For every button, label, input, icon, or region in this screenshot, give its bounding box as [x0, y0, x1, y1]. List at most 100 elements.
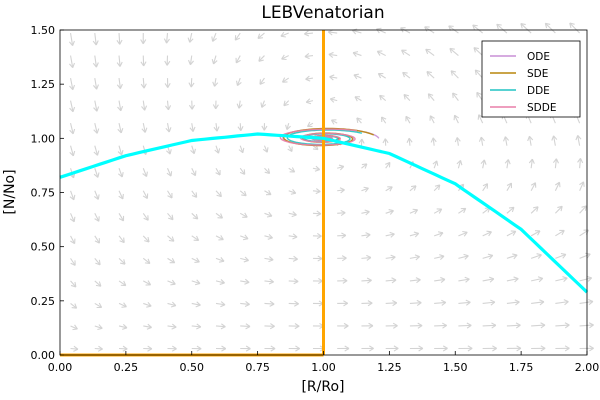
vector-arrow	[142, 190, 149, 199]
vector-arrow	[215, 190, 222, 198]
vector-arrow	[385, 231, 395, 238]
vector-arrow	[531, 276, 544, 283]
vector-arrow	[264, 300, 275, 307]
vector-arrow	[92, 78, 99, 90]
x-tick-label: 1.50	[443, 361, 468, 374]
vector-arrow	[361, 300, 373, 307]
vector-arrow	[425, 48, 435, 57]
vector-arrow	[191, 212, 199, 220]
vector-arrow	[427, 93, 435, 101]
vector-arrow	[214, 145, 221, 154]
vector-arrow	[531, 322, 546, 329]
vector-arrow	[264, 323, 275, 330]
vector-arrow	[409, 231, 420, 238]
vector-arrow	[480, 159, 487, 169]
vector-arrow	[402, 71, 411, 79]
vector-arrow	[530, 206, 539, 214]
vector-arrow	[188, 100, 196, 110]
vector-arrow	[506, 299, 520, 306]
vector-arrow	[579, 299, 594, 306]
y-tick-label: 0.50	[31, 241, 56, 254]
vector-arrow	[458, 322, 472, 329]
vector-arrow	[264, 189, 272, 196]
vector-arrow	[458, 207, 467, 214]
vector-arrow	[403, 93, 411, 102]
vector-arrow	[117, 168, 124, 178]
legend-box	[481, 40, 581, 118]
legend-label-sde: SDE	[527, 68, 548, 80]
vector-arrow	[434, 254, 445, 261]
vector-arrow	[544, 22, 556, 34]
vector-arrow	[385, 254, 396, 261]
vector-arrow	[234, 32, 241, 41]
y-tick-label: 1.50	[31, 24, 56, 37]
vector-arrow	[118, 257, 126, 265]
vector-arrow	[474, 69, 484, 79]
vector-arrow	[409, 277, 421, 284]
vector-arrow	[69, 100, 76, 113]
vector-arrow	[262, 145, 269, 153]
y-tick-label: 0.00	[31, 349, 56, 362]
vector-arrow	[211, 32, 217, 42]
vector-arrow	[235, 55, 241, 64]
vector-arrow	[358, 138, 365, 146]
vector-arrow	[305, 98, 314, 105]
vector-arrow	[264, 233, 273, 240]
vector-arrow	[264, 278, 274, 285]
vector-arrow	[554, 181, 561, 192]
vector-arrow	[140, 78, 147, 89]
vector-arrow	[496, 23, 508, 34]
vector-arrow	[187, 55, 195, 66]
vector-arrow	[191, 301, 201, 308]
y-axis-label: [N/No]	[2, 169, 18, 214]
vector-arrow	[93, 123, 100, 134]
vector-arrow	[433, 231, 444, 237]
vector-arrow	[337, 255, 347, 262]
vector-arrow	[377, 72, 386, 79]
nullcline-curve	[59, 132, 589, 294]
vector-arrow	[506, 322, 521, 329]
vector-arrow	[337, 209, 346, 217]
vector-arrow	[482, 276, 495, 283]
vector-arrow	[531, 299, 545, 306]
vector-arrow	[555, 229, 565, 237]
vector-arrow	[555, 322, 570, 329]
vector-arrow	[281, 77, 290, 83]
legend: ODE SDE DDE SDDE	[481, 40, 581, 118]
vector-arrow	[240, 278, 250, 285]
vector-arrow	[312, 300, 324, 307]
vector-arrow	[361, 322, 374, 329]
x-axis-label: [R/Ro]	[301, 379, 344, 395]
vector-arrow	[281, 54, 289, 61]
vector-arrow	[353, 73, 362, 80]
vector-arrow	[142, 257, 151, 265]
vector-arrow	[579, 205, 587, 214]
vector-arrow	[482, 345, 497, 352]
vector-arrow	[285, 123, 291, 131]
vector-arrow	[191, 257, 200, 264]
vector-arrow	[472, 24, 483, 34]
vector-arrow	[239, 212, 248, 218]
vector-arrow	[143, 280, 152, 286]
vector-arrow	[260, 100, 267, 108]
vector-arrow	[257, 32, 265, 39]
vector-arrow	[361, 254, 372, 261]
vector-arrow	[552, 158, 560, 169]
vector-arrow	[352, 51, 362, 57]
vector-arrow	[385, 186, 393, 192]
vector-arrow	[70, 258, 76, 266]
vector-arrow	[93, 145, 100, 156]
vector-arrow	[432, 160, 439, 169]
vector-arrow	[473, 47, 484, 56]
vector-arrow	[555, 252, 567, 259]
vector-arrow	[385, 300, 398, 307]
vector-arrow	[354, 96, 362, 102]
vector-arrow	[327, 29, 338, 36]
vector-arrow	[264, 345, 276, 352]
vector-arrow	[280, 31, 289, 38]
vector-arrow	[264, 167, 271, 174]
vector-arrow	[337, 277, 348, 284]
vector-arrow	[191, 190, 198, 198]
vector-arrow	[328, 51, 338, 58]
vector-arrow	[167, 345, 177, 352]
